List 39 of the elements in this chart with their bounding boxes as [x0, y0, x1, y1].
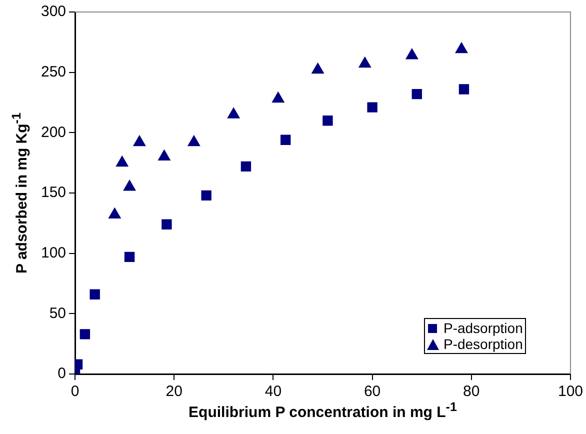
- point: [201, 190, 212, 201]
- x-tick-label: 40: [264, 383, 282, 400]
- point: [90, 289, 100, 300]
- point: [116, 156, 128, 167]
- point: [367, 102, 378, 112]
- point: [108, 208, 121, 218]
- point: [412, 88, 422, 100]
- point: [455, 42, 468, 54]
- y-tick-label: 150: [40, 184, 66, 202]
- x-tick-label: 0: [70, 383, 80, 400]
- point: [312, 62, 324, 74]
- point: [458, 84, 470, 94]
- x-tick-label: 60: [364, 383, 381, 400]
- point: [240, 161, 252, 172]
- y-tick-label: 250: [40, 63, 66, 80]
- point: [124, 252, 135, 262]
- y-tick-label: 300: [40, 3, 66, 20]
- point: [358, 56, 371, 68]
- x-axis-title: Equilibrium P concentration in mg L$^{-1}$: [188, 400, 458, 421]
- y-tick-label: 100: [40, 244, 66, 262]
- point: [133, 135, 146, 146]
- point: [272, 92, 284, 103]
- y-tick-label: 0: [58, 365, 66, 382]
- legend-label: P-desorption: [443, 336, 523, 352]
- point: [162, 219, 172, 230]
- x-tick-label: 80: [463, 383, 480, 400]
- point: [80, 329, 90, 340]
- point: [227, 108, 240, 118]
- x-tick-label: 20: [166, 383, 182, 400]
- point: [158, 150, 170, 161]
- point: [123, 180, 136, 191]
- point: [188, 135, 200, 146]
- point: [406, 48, 418, 60]
- legend-label: P-adsorption: [443, 320, 523, 336]
- y-tick-label: 200: [40, 124, 66, 141]
- point: [280, 134, 291, 146]
- x-tick-label: 100: [558, 383, 583, 400]
- point: [322, 116, 333, 126]
- y-tick-label: 50: [49, 304, 66, 322]
